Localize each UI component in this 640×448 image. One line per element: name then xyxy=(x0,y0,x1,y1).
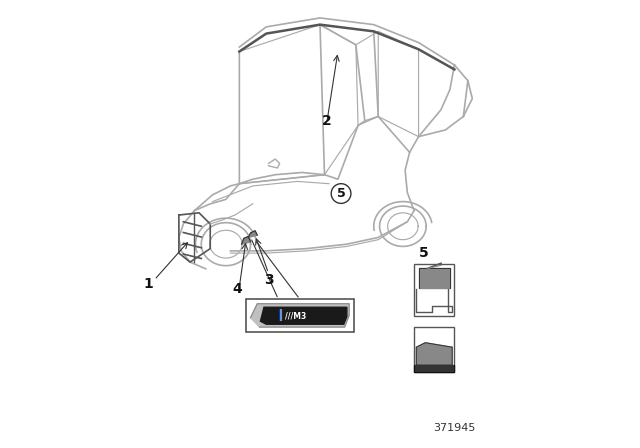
Polygon shape xyxy=(251,304,349,327)
Text: 3: 3 xyxy=(264,273,273,287)
Polygon shape xyxy=(419,268,450,288)
FancyBboxPatch shape xyxy=(414,327,454,372)
Polygon shape xyxy=(260,307,347,324)
Polygon shape xyxy=(242,237,251,244)
Polygon shape xyxy=(417,343,452,365)
Text: 1: 1 xyxy=(143,277,154,292)
Text: 2: 2 xyxy=(322,114,332,128)
Polygon shape xyxy=(248,231,257,237)
Text: 5: 5 xyxy=(419,246,428,260)
Text: 5: 5 xyxy=(337,187,346,200)
FancyBboxPatch shape xyxy=(246,299,353,332)
FancyBboxPatch shape xyxy=(414,264,454,316)
Circle shape xyxy=(332,184,351,203)
Polygon shape xyxy=(414,365,454,372)
Text: ///M3: ///M3 xyxy=(285,312,306,321)
Text: 371945: 371945 xyxy=(433,423,476,433)
Text: 4: 4 xyxy=(233,282,243,296)
